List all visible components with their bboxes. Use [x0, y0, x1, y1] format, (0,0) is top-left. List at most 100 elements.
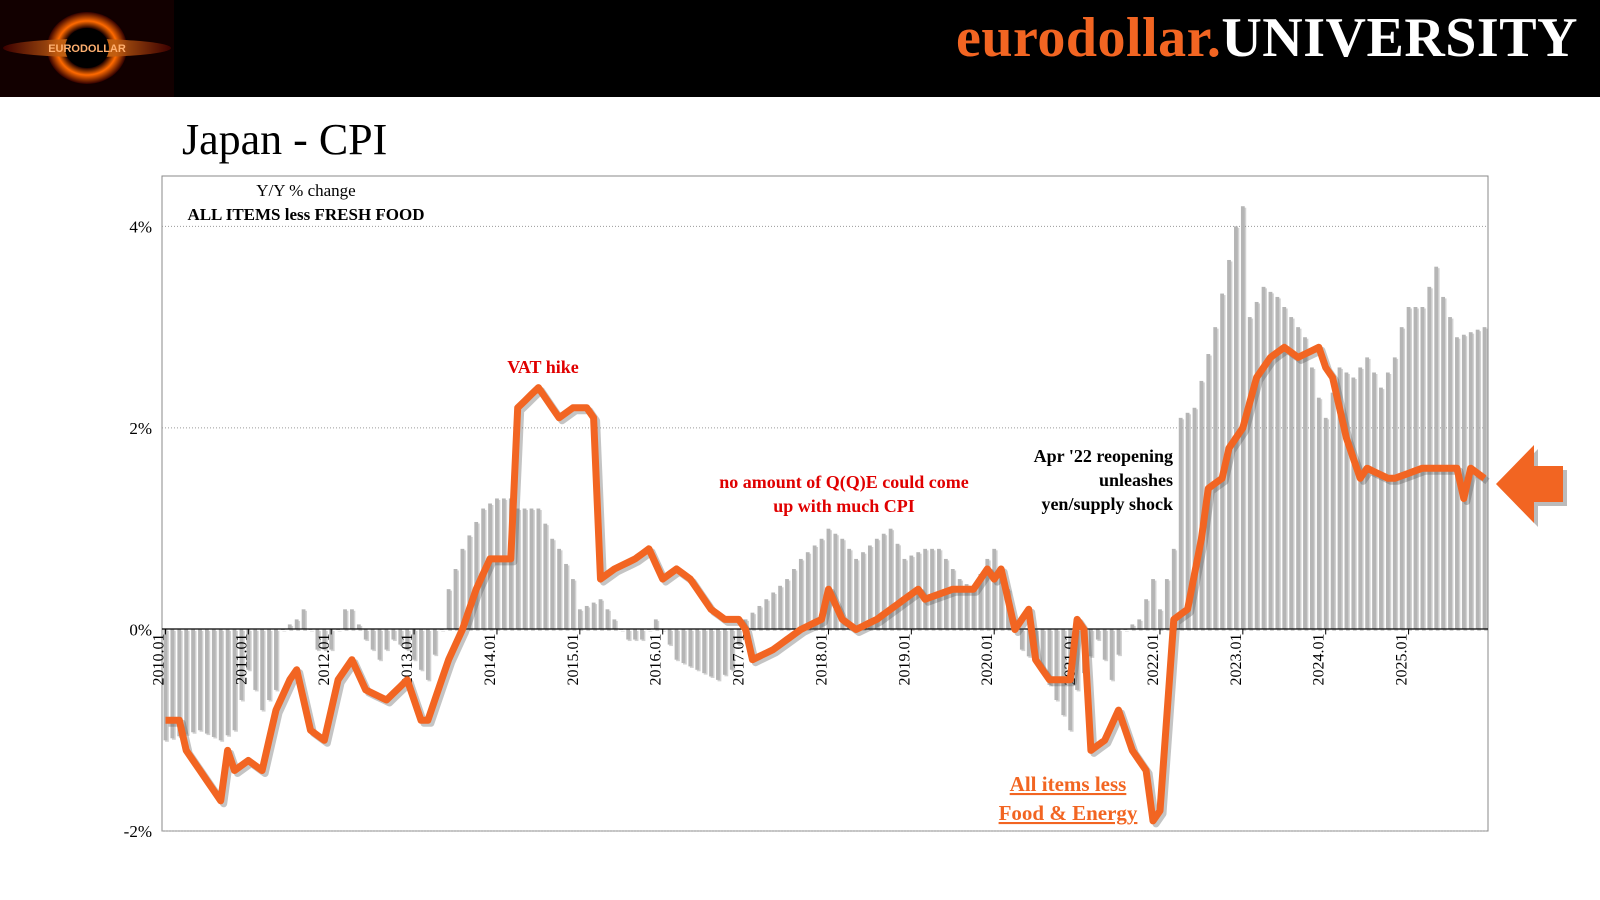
cpi-bar — [1054, 629, 1059, 700]
cpi-bar — [184, 629, 189, 735]
cpi-bar — [232, 629, 237, 731]
cpi-bar — [1109, 629, 1114, 680]
cpi-bar — [785, 579, 789, 630]
cpi-bar — [460, 548, 465, 630]
annotation-reopening-line-2: unleashes — [1099, 470, 1173, 490]
y-axis-ticks: -2% 0% 2% 4% — [124, 217, 152, 841]
cpi-bar — [529, 508, 534, 630]
cpi-bar — [778, 585, 783, 630]
cpi-bar — [1316, 397, 1321, 630]
cpi-bar — [999, 569, 1004, 630]
cpi-bar — [384, 629, 389, 650]
bar-shadow — [337, 630, 342, 632]
y-tick-label: 2% — [129, 419, 152, 438]
cpi-bar — [1040, 629, 1045, 670]
cpi-bar — [681, 629, 686, 664]
cpi-bar — [1047, 629, 1052, 685]
x-tick-label: 2010.01 — [150, 633, 167, 685]
cpi-bar — [1247, 317, 1252, 630]
cpi-bar — [709, 629, 713, 677]
cpi-bar — [329, 629, 334, 650]
cpi-bar — [239, 629, 244, 700]
series-label: ALL ITEMS less FRESH FOOD — [187, 205, 424, 224]
cpi-bar — [336, 629, 341, 630]
cpi-bar — [425, 629, 430, 680]
cpi-bar — [819, 538, 824, 630]
cpi-bar — [736, 629, 741, 645]
cpi-bar — [826, 528, 831, 630]
cpi-bar — [536, 508, 541, 630]
x-tick-label: 2018.01 — [813, 633, 830, 685]
cpi-bar — [363, 629, 368, 640]
cpi-bar — [605, 609, 610, 630]
plot-area — [161, 175, 1489, 832]
cpi-bar — [764, 599, 769, 630]
cpi-bar — [274, 629, 278, 690]
cpi-bar — [211, 629, 216, 737]
cpi-bar — [522, 508, 527, 630]
cpi-bar — [867, 545, 872, 630]
cpi-bar — [1309, 367, 1314, 630]
cpi-bar — [1337, 367, 1342, 630]
cpi-bar — [280, 629, 285, 630]
cpi-bar — [370, 629, 375, 650]
cpi-bar — [1448, 317, 1452, 630]
x-tick-label: 2024.01 — [1311, 633, 1328, 685]
cpi-bar — [432, 629, 437, 655]
bar-shadow — [310, 630, 314, 632]
cpi-bar — [1351, 377, 1356, 630]
cpi-bar — [343, 609, 347, 630]
cpi-bar — [1268, 291, 1273, 630]
cpi-bar — [356, 624, 361, 630]
cpi-bar — [1482, 327, 1487, 630]
cpi-bar — [771, 592, 776, 630]
cpi-bar — [895, 543, 900, 630]
annotation-qqe-line-1: no amount of Q(Q)E could come — [719, 472, 969, 493]
x-tick-label: 2023.01 — [1228, 633, 1245, 685]
cpi-bar — [1475, 329, 1480, 630]
y-tick-label: 4% — [129, 217, 152, 236]
x-tick-label: 2025.01 — [1394, 633, 1411, 685]
cpi-bar — [653, 619, 658, 630]
header-bar: EURODOLLAR eurodollar.UNIVERSITY — [0, 0, 1600, 97]
eurodollar-logo: EURODOLLAR — [0, 0, 174, 97]
brand-part-eurodollar: eurodollar. — [956, 7, 1222, 69]
cpi-bar — [584, 605, 589, 630]
x-tick-label: 2019.01 — [896, 633, 913, 685]
cpi-bar — [398, 629, 403, 645]
cpi-bar — [1213, 327, 1218, 630]
cpi-bar — [964, 584, 969, 630]
cpi-bar — [1323, 417, 1328, 630]
cpi-bar — [1144, 599, 1149, 630]
cpi-bar — [577, 609, 582, 630]
cpi-bar — [453, 569, 458, 630]
cpi-bar — [218, 629, 223, 741]
cpi-bar — [674, 629, 679, 660]
bar-shadow — [1125, 630, 1129, 632]
cpi-bar — [1220, 293, 1225, 630]
x-tick-label: 2020.01 — [979, 633, 996, 685]
cpi-bar — [626, 629, 631, 640]
svg-text:EURODOLLAR: EURODOLLAR — [48, 43, 126, 55]
line-legend-line-2: Food & Energy — [999, 801, 1138, 825]
bar-shadow — [441, 630, 446, 632]
cpi-bar — [861, 552, 865, 630]
cpi-bar — [501, 498, 506, 630]
chart-subtitle: Y/Y % change — [256, 181, 355, 200]
cpi-bar — [1289, 317, 1294, 630]
cpi-bar — [225, 629, 230, 736]
cpi-bar — [716, 629, 720, 680]
cpi-bar — [1199, 380, 1204, 630]
cpi-bar — [1102, 629, 1107, 660]
cpi-bar — [550, 538, 555, 630]
cpi-bar — [1303, 337, 1307, 630]
cpi-bar — [177, 629, 182, 737]
cpi-bar — [1434, 266, 1439, 630]
cpi-bar — [1441, 296, 1446, 630]
cpi-bar — [467, 535, 472, 630]
cpi-bar — [1151, 579, 1155, 630]
bar-shadow — [282, 630, 287, 632]
cpi-bar — [391, 629, 396, 640]
x-tick-label: 2017.01 — [731, 633, 748, 685]
